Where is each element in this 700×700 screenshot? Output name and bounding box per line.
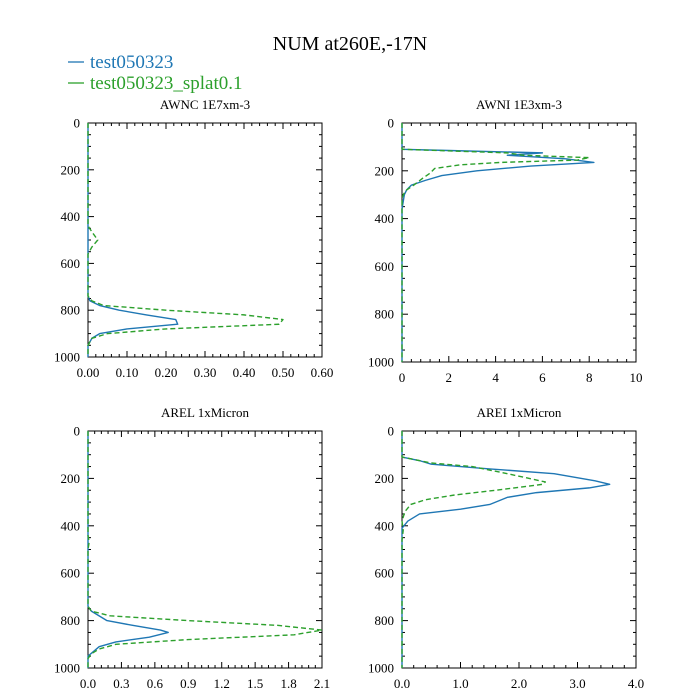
y-tick-label: 800 xyxy=(61,613,81,628)
x-tick-label: 2.1 xyxy=(314,676,330,691)
x-tick-label: 1.5 xyxy=(247,676,263,691)
series-line-1 xyxy=(401,431,611,668)
y-tick-label: 400 xyxy=(375,518,395,533)
y-tick-label: 0 xyxy=(388,424,395,439)
series-line-1 xyxy=(87,431,169,668)
plot-frame xyxy=(87,430,323,669)
panel-title: AREI 1xMicron xyxy=(477,405,562,420)
y-tick-label: 200 xyxy=(375,471,395,486)
x-tick-label: 0.0 xyxy=(394,676,410,691)
plot-frame xyxy=(401,430,637,669)
x-tick-label: 0.30 xyxy=(194,365,217,380)
y-tick-label: 200 xyxy=(61,162,81,177)
x-tick-label: 1.2 xyxy=(214,676,230,691)
x-tick-label: 1.0 xyxy=(452,676,468,691)
x-tick-label: 0.0 xyxy=(80,676,96,691)
y-tick-label: 1000 xyxy=(54,661,80,676)
y-tick-label: 200 xyxy=(61,471,81,486)
figure-title: NUM at260E,-17N xyxy=(273,33,427,55)
x-tick-label: 4 xyxy=(492,370,499,385)
x-tick-label: 2 xyxy=(446,370,453,385)
y-tick-label: 1000 xyxy=(368,661,394,676)
y-tick-label: 600 xyxy=(61,256,81,271)
y-tick-label: 400 xyxy=(61,518,81,533)
x-tick-label: 0.60 xyxy=(311,365,334,380)
panel-2: AWNI 1E3xm-3 0 2 4 6 8 10 0 200 400 600 800 1000 xyxy=(368,97,643,385)
series-line-2 xyxy=(401,123,590,362)
y-tick-label: 600 xyxy=(61,566,81,581)
plot-frame xyxy=(401,122,637,363)
series-line-2 xyxy=(401,431,547,668)
x-tick-label: 0.10 xyxy=(116,365,139,380)
y-tick-label: 800 xyxy=(61,303,81,318)
x-tick-label: 8 xyxy=(586,370,593,385)
series-line-2 xyxy=(87,431,323,668)
legend: test050323 test050323_splat0.1 xyxy=(68,52,243,94)
x-tick-label: 10 xyxy=(630,370,643,385)
panel-title: AREL 1xMicron xyxy=(161,405,249,420)
x-tick-label: 1.8 xyxy=(280,676,296,691)
y-tick-label: 0 xyxy=(74,424,81,439)
x-tick-label: 0.40 xyxy=(233,365,256,380)
series-line-1 xyxy=(87,123,179,357)
y-tick-label: 800 xyxy=(375,613,395,628)
x-tick-label: 0.6 xyxy=(147,676,164,691)
panel-title: AWNI 1E3xm-3 xyxy=(476,97,562,112)
x-tick-label: 0.3 xyxy=(113,676,129,691)
x-tick-label: 0.20 xyxy=(155,365,178,380)
x-tick-label: 0.00 xyxy=(77,365,100,380)
plot-frame xyxy=(87,122,323,358)
y-tick-label: 400 xyxy=(375,211,395,226)
x-tick-label: 0.9 xyxy=(180,676,196,691)
x-tick-label: 0 xyxy=(399,370,406,385)
legend-label-1: test050323 xyxy=(90,52,173,73)
panel-1: AWNC 1E7xm-3 0.00 0.10 0.20 0.30 0.40 0.50 0.60… xyxy=(54,97,333,380)
y-tick-label: 1000 xyxy=(368,355,394,370)
y-tick-label: 1000 xyxy=(54,350,80,365)
panel-title: AWNC 1E7xm-3 xyxy=(160,97,250,112)
y-tick-label: 600 xyxy=(375,259,395,274)
y-tick-label: 0 xyxy=(74,116,81,131)
y-tick-label: 200 xyxy=(375,163,395,178)
x-tick-label: 4.0 xyxy=(628,676,644,691)
y-tick-label: 400 xyxy=(61,209,81,224)
series-line-1 xyxy=(401,123,595,362)
panels: AWNC 1E7xm-30.00 0.10 0.20 0.30 0.40 0.50 0.60… xyxy=(54,97,644,691)
y-tick-label: 800 xyxy=(375,307,395,322)
x-tick-label: 3.0 xyxy=(569,676,585,691)
panel-4: AREI 1xMicron 0.0 1.0 2.0 3.0 4.0 0 200 400 600 80… xyxy=(368,405,644,691)
y-tick-label: 0 xyxy=(388,116,395,131)
x-tick-label: 0.50 xyxy=(272,365,295,380)
y-tick-label: 600 xyxy=(375,566,395,581)
legend-label-2: test050323_splat0.1 xyxy=(90,73,243,94)
series-line-2 xyxy=(87,123,284,357)
x-tick-label: 6 xyxy=(539,370,546,385)
panel-3: AREL 1xMicron 0.0 0.3 0.6 0.9 1.2 1.5 1.8 2.1 0 20… xyxy=(54,405,330,691)
x-tick-label: 2.0 xyxy=(511,676,527,691)
